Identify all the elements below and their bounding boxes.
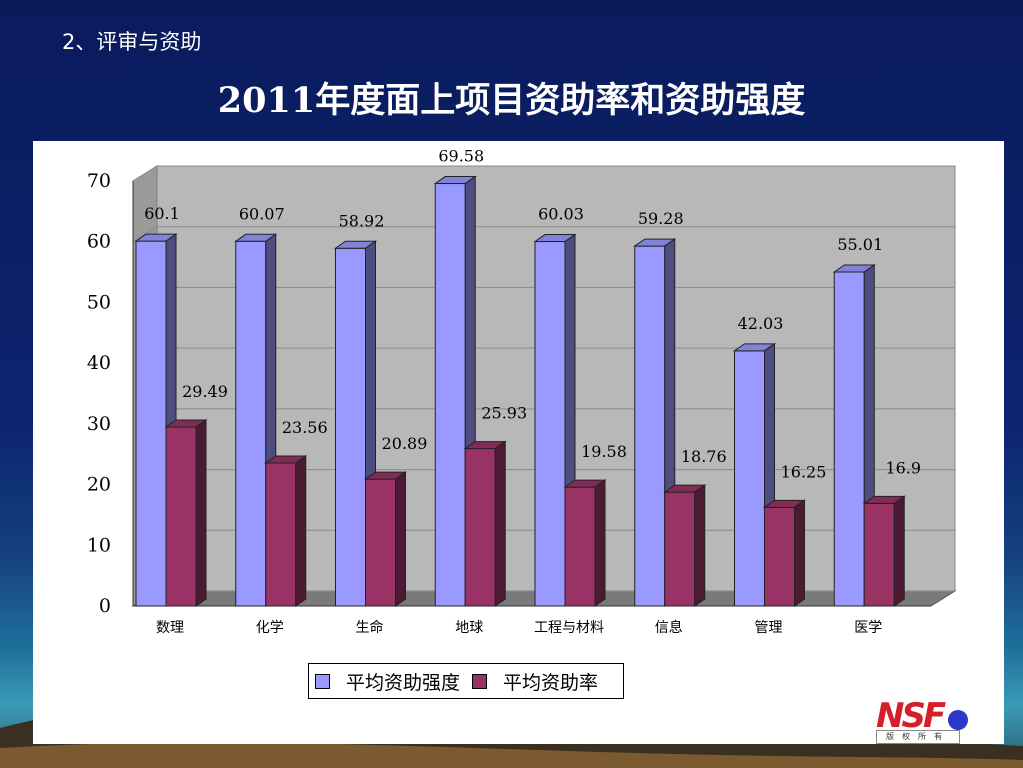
x-tick-label: 管理 <box>755 620 783 636</box>
data-label-intensity: 60.1 <box>144 204 180 223</box>
data-label-intensity: 60.03 <box>538 205 584 224</box>
y-tick-label: 60 <box>87 231 111 253</box>
gridline <box>132 165 955 182</box>
data-label-intensity: 69.58 <box>438 147 484 166</box>
bar-intensity <box>634 245 666 607</box>
bar-rate <box>165 426 197 607</box>
bar-intensity <box>833 271 865 607</box>
x-tick-label: 信息 <box>655 619 683 636</box>
y-tick-label: 70 <box>87 170 111 192</box>
bar-rate-side <box>395 471 406 607</box>
y-tick-label: 30 <box>87 413 111 435</box>
y-tick-label: 40 <box>87 352 111 374</box>
y-tick-label: 20 <box>87 474 111 496</box>
data-label-intensity: 58.92 <box>339 211 385 230</box>
y-tick-label: 0 <box>99 595 111 617</box>
y-tick-label: 10 <box>87 534 111 556</box>
bar-rate-side <box>694 484 706 607</box>
bar-intensity <box>235 240 267 607</box>
x-tick-label: 地球 <box>455 620 483 636</box>
bar-intensity <box>335 247 366 607</box>
data-label-rate: 20.89 <box>382 434 428 453</box>
page-title: 2011年度面上项目资助率和资助强度 <box>217 80 806 121</box>
data-label-rate: 16.9 <box>885 458 921 477</box>
nsfc-logo: NSF 版权所有 <box>874 696 974 746</box>
chart-legend: 平均资助强度 平均资助率 <box>308 663 624 699</box>
legend-item-intensity: 平均资助强度 <box>315 668 460 695</box>
bar-rate-side <box>794 499 805 607</box>
bar-rate-side <box>594 479 606 607</box>
bar-intensity <box>734 350 765 607</box>
bar-chart: 0 10 20 30 40 50 60 70 60.1 29.49 数理 60.07 23.56 化学 58… <box>87 147 957 636</box>
bar-rate-side <box>195 418 207 607</box>
logo-letters: NSF <box>876 696 946 736</box>
logo-dot-icon <box>948 710 968 730</box>
x-tick-label: 医学 <box>854 620 882 636</box>
bar-intensity <box>534 241 566 607</box>
data-label-rate: 23.56 <box>282 418 328 437</box>
section-label: 2、评审与资助 <box>62 30 202 54</box>
bar-rate <box>464 448 496 607</box>
data-label-rate: 19.58 <box>581 442 627 461</box>
data-label-intensity: 59.28 <box>638 209 684 228</box>
legend-label-intensity: 平均资助强度 <box>346 671 461 694</box>
legend-swatch-rate <box>472 673 488 689</box>
legend-label-rate: 平均资助率 <box>503 671 599 694</box>
data-label-rate: 25.93 <box>481 404 527 423</box>
bar-intensity <box>434 183 466 607</box>
bar-rate <box>863 502 895 607</box>
bar-rate <box>664 491 696 607</box>
y-tick-label: 50 <box>87 291 111 313</box>
data-label-intensity: 60.07 <box>239 204 285 223</box>
chart-panel: 0 10 20 30 40 50 60 70 60.1 29.49 数理 60.07 23.56 化学 58… <box>33 141 1004 744</box>
bar-rate-side <box>893 495 905 607</box>
gridline <box>132 226 955 243</box>
bar-rate-side <box>295 454 307 607</box>
legend-item-rate: 平均资助率 <box>472 668 598 695</box>
bar-rate <box>365 478 396 607</box>
legend-swatch-intensity <box>315 673 330 689</box>
x-tick-label: 数理 <box>156 620 184 636</box>
data-label-intensity: 55.01 <box>837 235 883 254</box>
x-tick-label: 工程与材料 <box>534 620 604 636</box>
bar-intensity <box>135 240 167 607</box>
data-label-rate: 29.49 <box>182 382 228 401</box>
x-tick-label: 化学 <box>256 620 284 636</box>
bar-rate <box>764 506 795 607</box>
x-tick-label: 生命 <box>356 619 384 636</box>
data-label-rate: 18.76 <box>681 447 727 466</box>
bar-rate <box>564 486 596 607</box>
bar-rate <box>265 462 297 607</box>
logo-caption: 版权所有 <box>876 730 960 744</box>
bar-rate-side <box>494 440 506 607</box>
data-label-intensity: 42.03 <box>738 314 784 333</box>
data-label-rate: 16.25 <box>781 462 827 481</box>
